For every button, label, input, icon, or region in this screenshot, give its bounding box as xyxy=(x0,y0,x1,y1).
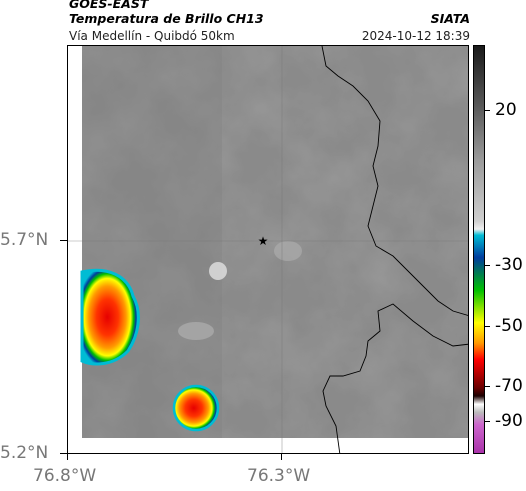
colorbar xyxy=(473,45,485,454)
lat-tickmark-1 xyxy=(60,240,67,241)
lon-tickmark-1 xyxy=(67,454,68,460)
cbar-tick-label: -90 xyxy=(495,411,523,431)
lon-tick-label: 76.3°W xyxy=(247,466,311,486)
convective-cell-2 xyxy=(172,384,220,432)
satellite-map[interactable]: ★ xyxy=(67,45,469,454)
cbar-tickmark xyxy=(485,421,490,422)
cbar-tick-label: 20 xyxy=(495,100,517,120)
department-border-north xyxy=(321,46,468,316)
lon-tick-label: 76.8°W xyxy=(33,466,97,486)
cloud-texture xyxy=(82,46,468,438)
bright-cloud xyxy=(209,262,227,280)
cbar-tickmark xyxy=(485,265,490,266)
map-image: ★ xyxy=(68,46,468,453)
cbar-tickmark xyxy=(485,110,490,111)
datetime-label: 2024-10-12 18:39 xyxy=(361,29,470,43)
cbar-tickmark xyxy=(485,386,490,387)
cbar-tickmark xyxy=(485,326,490,327)
product-title: Temperatura de Brillo CH13 xyxy=(69,11,264,26)
location-marker: ★ xyxy=(258,234,269,248)
convective-cell-1 xyxy=(80,268,140,366)
cbar-tick-label: -50 xyxy=(495,316,523,336)
lon-tickmark-2 xyxy=(281,454,282,460)
org-label: SIATA xyxy=(430,11,470,26)
lat-tickmark-2 xyxy=(60,453,67,454)
lat-tick-label: 5.7°N xyxy=(0,230,49,250)
department-border-south xyxy=(322,303,468,453)
lat-tick-label: 5.2°N xyxy=(0,443,49,463)
cbar-tick-label: -30 xyxy=(495,255,523,275)
cbar-tick-label: -70 xyxy=(495,376,523,396)
route-subtitle: Vía Medellín - Quibdó 50km xyxy=(69,29,235,43)
satellite-title: GOES-EAST xyxy=(69,0,149,11)
